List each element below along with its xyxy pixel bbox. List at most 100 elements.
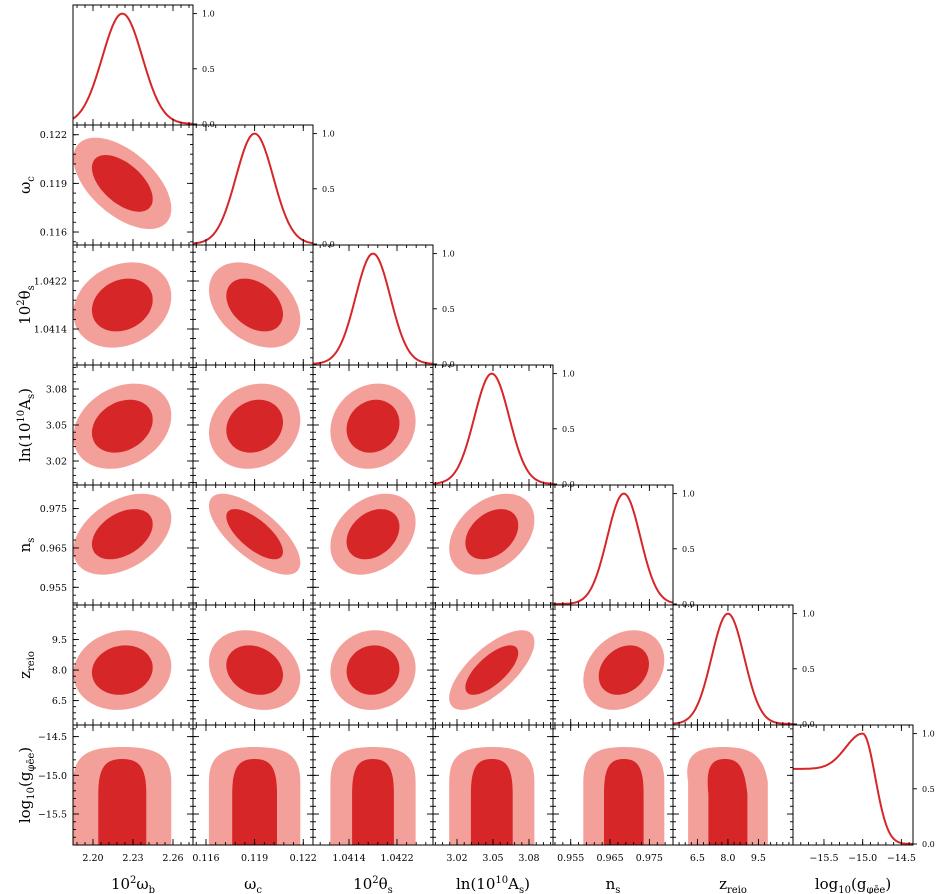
diag-y-tick-label: 0.5 — [442, 305, 455, 314]
y-axis-name-ln(10^10 A_s): ln(1010As) — [16, 388, 37, 462]
y-tick-label: 0.955 — [40, 583, 67, 594]
diag-panel-log10(g_phi_ee): 0.0 0.5 1.0 −15.5 −15.0 −14.5 — [792, 724, 935, 864]
contour-68 — [91, 399, 153, 453]
contour-68 — [226, 509, 283, 560]
diag-y-tick-label: 1.0 — [802, 610, 815, 619]
y-tick-label: 3.05 — [46, 421, 67, 432]
panel-z_reio-vs-n_s — [552, 604, 674, 726]
x-tick-label: 2.20 — [82, 853, 103, 864]
x-axis-name-10^2 omega_b: 102ωb — [111, 875, 155, 894]
panel-n_s-vs-10^2 omega_b: 0.955 0.965 0.975 — [40, 484, 194, 606]
panel-10^2 theta_s-vs-10^2 omega_b: 1.0414 1.0422 — [34, 244, 194, 366]
y-tick-label: 0.116 — [40, 228, 67, 239]
posterior-curve-10^2 theta_s — [313, 252, 433, 365]
posterior-curve-z_reio — [673, 612, 793, 725]
x-axis-name-z_reio: zreio — [719, 875, 747, 894]
diag-panel-omega_c: 0.00.51.0 — [192, 124, 335, 249]
panel-z_reio-vs-10^2 theta_s — [312, 604, 434, 726]
y-tick-label: 0.965 — [40, 543, 67, 554]
diag-y-tick-label: 0.5 — [682, 545, 695, 554]
contour-68 — [346, 509, 400, 560]
diag-y-tick-label: 0.0 — [922, 840, 935, 849]
y-tick-label: 1.0414 — [34, 325, 67, 336]
diag-panel-n_s: 0.00.51.0 — [552, 484, 695, 609]
contour-68 — [346, 399, 400, 453]
y-axis-name-omega_c: ωc — [16, 176, 37, 194]
y-axis-name-log10(g_phi_ee): log10(gφēe) — [16, 747, 37, 823]
panel-ln(10^10 A_s)-vs-10^2 theta_s — [312, 364, 434, 486]
x-tick-label: 2.23 — [122, 853, 143, 864]
diag-panel-ln(10^10 A_s): 0.00.51.0 — [432, 364, 575, 489]
y-axis-name-10^2 theta_s: 102θs — [16, 285, 37, 325]
contour-68 — [346, 645, 400, 695]
panel-n_s-vs-omega_c — [192, 484, 314, 606]
diag-panel-10^2 theta_s: 0.00.51.0 — [312, 244, 455, 369]
y-tick-label: 9.5 — [52, 635, 67, 646]
x-axis-name-omega_c: ωc — [244, 875, 262, 894]
diag-y-tick-label: 1.0 — [682, 490, 695, 499]
x-axis-name-log10(g_phi_ee): log10(gφēe) — [815, 875, 891, 894]
y-tick-label: 0.975 — [40, 504, 67, 515]
contour-68 — [226, 278, 283, 332]
panel-frame — [72, 4, 194, 126]
x-tick-label: 8.0 — [720, 853, 735, 864]
panel-z_reio-vs-ln(10^10 A_s) — [432, 604, 554, 726]
diag-panel-10^2 omega_b: 0.00.51.0 — [72, 4, 215, 129]
x-axis-name-10^2 theta_s: 102θs — [353, 875, 393, 894]
y-axis-name-z_reio: zreio — [16, 651, 37, 679]
diag-y-tick-label: 1.0 — [322, 130, 335, 139]
x-tick-label: 3.08 — [518, 853, 539, 864]
x-tick-label: 1.0422 — [380, 853, 413, 864]
panel-frame — [792, 724, 914, 846]
panel-n_s-vs-10^2 theta_s — [312, 484, 434, 606]
panel-ln(10^10 A_s)-vs-10^2 omega_b: 3.02 3.05 3.08 — [46, 364, 194, 486]
panel-omega_c-vs-10^2 omega_b: 0.116 0.119 0.122 — [40, 124, 194, 246]
y-tick-label: −15.5 — [38, 810, 67, 821]
x-tick-label: 3.05 — [482, 853, 503, 864]
y-tick-label: 3.02 — [46, 457, 67, 468]
y-axis-name-n_s: ns — [16, 538, 37, 553]
y-tick-label: 1.0422 — [34, 277, 67, 288]
x-tick-label: 9.5 — [751, 853, 766, 864]
diag-y-tick-label: 0.5 — [322, 185, 335, 194]
diag-y-tick-label: 0.5 — [802, 665, 815, 674]
x-tick-label: 0.122 — [290, 853, 317, 864]
panel-z_reio-vs-omega_c — [192, 604, 314, 726]
panel-frame — [672, 604, 794, 726]
contour-68 — [598, 645, 649, 695]
panel-log10(g_phi_ee)-vs-10^2 omega_b: −15.5 −15.0 −14.5 2.20 2.23 2.26 — [38, 724, 194, 864]
diag-y-tick-label: 1.0 — [442, 250, 455, 259]
x-tick-label: 2.26 — [162, 853, 183, 864]
x-tick-label: 0.965 — [596, 853, 623, 864]
diag-y-tick-label: 0.5 — [562, 425, 575, 434]
y-tick-label: −14.5 — [38, 732, 67, 743]
posterior-curve-n_s — [553, 492, 673, 605]
contour-68-n_s — [604, 759, 644, 845]
x-tick-label: −15.5 — [809, 853, 838, 864]
y-tick-label: 8.0 — [52, 666, 67, 677]
diag-y-tick-label: 1.0 — [562, 370, 575, 379]
diag-y-tick-label: 0.5 — [202, 65, 215, 74]
contour-68 — [91, 155, 153, 212]
contour-68 — [465, 509, 519, 560]
diag-y-tick-label: 1.0 — [202, 10, 215, 19]
x-tick-label: 0.119 — [241, 853, 268, 864]
posterior-curve-10^2 omega_b — [73, 12, 193, 125]
contour-68-10^2 theta_s — [352, 759, 394, 845]
panel-log10(g_phi_ee)-vs-n_s: 0.955 0.965 0.975 — [552, 724, 674, 864]
panel-frame — [312, 244, 434, 366]
contour-68 — [226, 399, 283, 453]
y-tick-label: 3.08 — [46, 385, 67, 396]
y-tick-label: 6.5 — [52, 696, 67, 707]
y-tick-label: 0.119 — [40, 179, 67, 190]
posterior-curve-log10(g_phi_ee) — [793, 732, 913, 845]
contour-68-ln(10^10 A_s) — [470, 759, 513, 845]
contour-68 — [91, 645, 153, 695]
posterior-curve-ln(10^10 A_s) — [433, 372, 553, 485]
x-tick-label: 0.955 — [557, 853, 584, 864]
x-tick-label: 1.0414 — [332, 853, 365, 864]
y-tick-label: 0.122 — [40, 130, 67, 141]
panel-z_reio-vs-10^2 omega_b: 6.5 8.0 9.5 — [52, 604, 194, 726]
x-axis-name-n_s: ns — [606, 875, 621, 894]
